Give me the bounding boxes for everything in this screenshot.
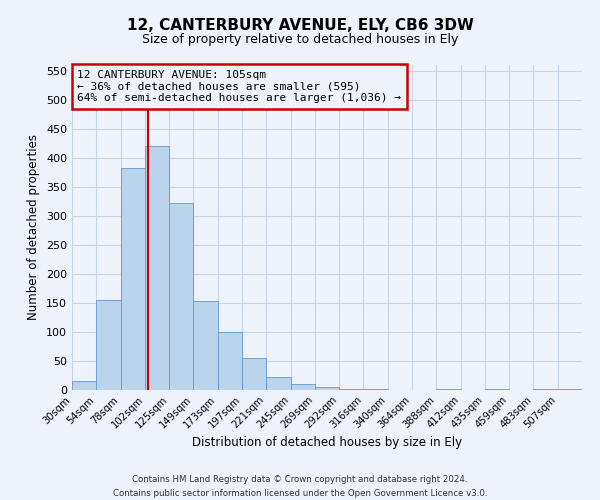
Bar (96, 300, 121, 390)
Text: Size of property relative to detached houses in Ely: Size of property relative to detached ho… (142, 33, 458, 46)
Bar (145, 146, 169, 390)
Text: 12, CANTERBURY AVENUE, ELY, CB6 3DW: 12, CANTERBURY AVENUE, ELY, CB6 3DW (127, 18, 473, 32)
Bar (533, 389, 558, 390)
Bar (242, 358, 266, 390)
Bar (339, 389, 364, 390)
Bar (121, 168, 145, 390)
Bar (193, 301, 218, 390)
X-axis label: Distribution of detached houses by size in Ely: Distribution of detached houses by size … (192, 436, 462, 449)
Bar (290, 384, 315, 390)
Y-axis label: Number of detached properties: Number of detached properties (28, 134, 40, 320)
Text: 12 CANTERBURY AVENUE: 105sqm
← 36% of detached houses are smaller (595)
64% of s: 12 CANTERBURY AVENUE: 105sqm ← 36% of de… (77, 70, 401, 103)
Bar (169, 202, 193, 390)
Text: Contains HM Land Registry data © Crown copyright and database right 2024.
Contai: Contains HM Land Registry data © Crown c… (113, 476, 487, 498)
Bar (558, 389, 582, 390)
Bar (266, 377, 290, 390)
Bar (218, 332, 242, 390)
Bar (72, 382, 96, 390)
Bar (315, 387, 339, 390)
